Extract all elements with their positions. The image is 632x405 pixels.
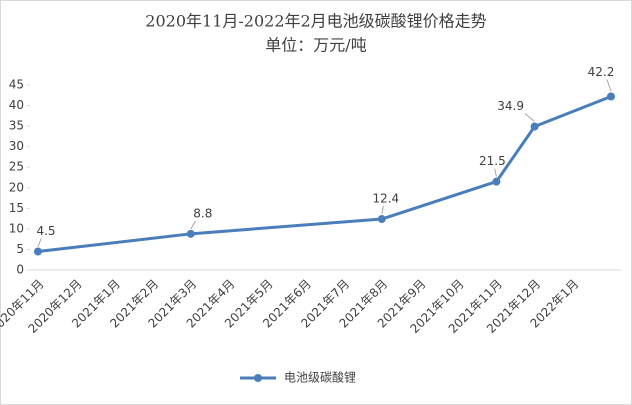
legend-label: 电池级碳酸锂 — [284, 370, 356, 385]
legend-marker — [254, 374, 262, 382]
marker — [34, 247, 42, 256]
marker — [377, 215, 386, 224]
y-tick-label: 20 — [9, 180, 24, 194]
data-label: 8.8 — [193, 206, 212, 220]
leader-line — [606, 79, 612, 92]
line — [37, 95, 612, 253]
chart-subtitle: 单位：万元/吨 — [265, 36, 366, 55]
data-label: 4.5 — [36, 224, 55, 238]
marker — [607, 92, 615, 101]
y-tick-label: 0 — [16, 263, 24, 277]
chart-title: 2020年11月-2022年2月电池级碳酸锂价格走势 — [145, 12, 486, 31]
y-tick-label: 45 — [9, 78, 24, 92]
y-tick-label: 5 — [16, 242, 24, 256]
leader-line — [494, 168, 497, 177]
marker — [530, 122, 539, 131]
leader-line — [37, 238, 42, 247]
leader-line — [524, 113, 535, 122]
y-tick-label: 35 — [9, 119, 24, 133]
leader-line — [190, 220, 197, 230]
y-tick-label: 40 — [9, 98, 24, 112]
y-tick-label: 15 — [9, 201, 24, 215]
y-tick-label: 30 — [9, 139, 24, 153]
data-label: 42.2 — [588, 65, 615, 79]
marker — [186, 229, 195, 238]
leader-line — [381, 205, 384, 215]
data-label: 12.4 — [372, 192, 399, 206]
y-tick-label: 25 — [9, 160, 24, 174]
data-label: 34.9 — [497, 99, 524, 113]
data-label: 21.5 — [479, 154, 506, 168]
marker — [492, 177, 501, 186]
y-tick-label: 10 — [9, 221, 24, 235]
